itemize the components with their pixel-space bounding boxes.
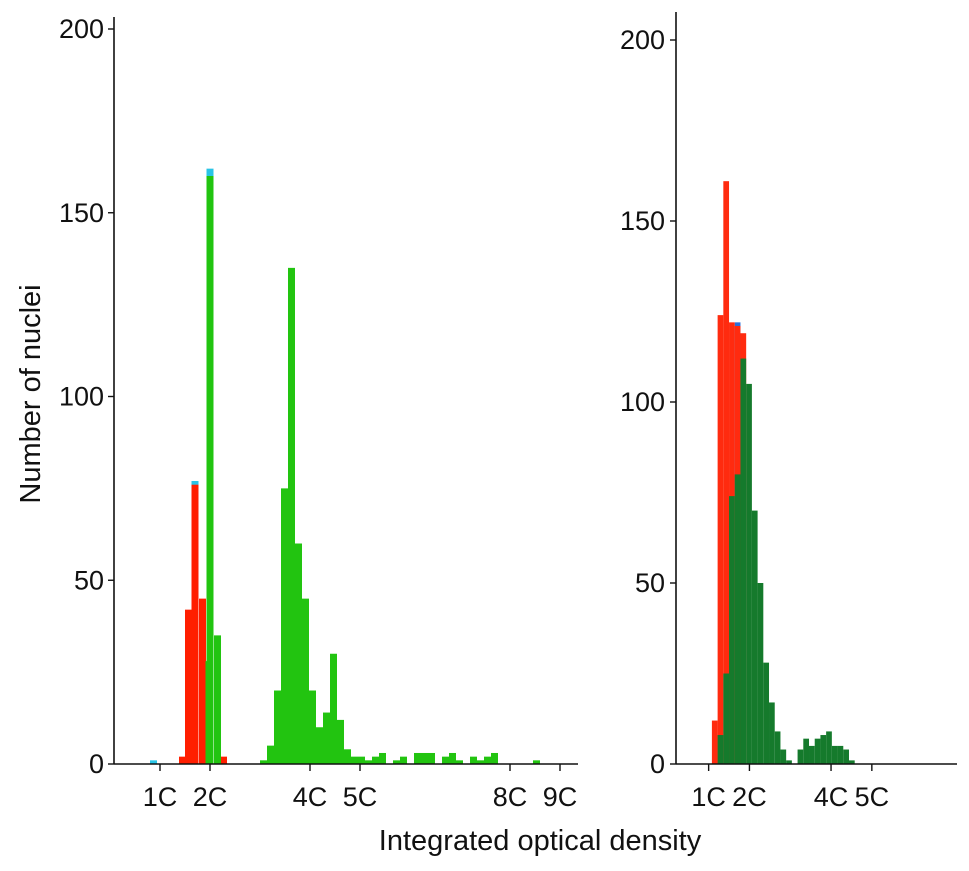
bar-green-32 (491, 752, 498, 764)
right-histogram-panel: 0 50 100 150 200 1C 2C 4C 5C (620, 12, 957, 812)
bar-darkgreen-7 (757, 583, 764, 764)
y-tick-label: 150 (59, 198, 104, 228)
bar-darkgreen-22 (848, 760, 855, 764)
bar-red-0 (711, 720, 718, 764)
bar-green-6 (281, 488, 288, 765)
bar-red-2 (191, 484, 199, 764)
bar-cyan-0 (150, 760, 157, 764)
bar-darkgreen-13 (797, 749, 804, 764)
y-tick-label: 200 (620, 25, 665, 55)
bar-red-2 (723, 181, 730, 764)
y-tick-label: 100 (59, 382, 104, 412)
bar-green-8 (295, 543, 302, 764)
x-tick-label: 8C (493, 782, 528, 812)
y-tick-label: 150 (620, 206, 665, 236)
bar-darkgreen-14 (803, 738, 810, 764)
x-tick-label: 1C (691, 782, 726, 812)
bar-green-26 (442, 756, 449, 764)
bar-green-18 (365, 760, 372, 764)
bar-green-4 (267, 745, 274, 765)
x-tick-label: 4C (293, 782, 328, 812)
bar-green-19 (372, 756, 379, 764)
bar-green-13 (330, 653, 337, 764)
bar-red-4 (220, 756, 227, 764)
bar-darkgreen-0 (717, 735, 724, 764)
bar-darkgreen-18 (826, 731, 832, 764)
bar-green-20 (379, 752, 386, 764)
bar-darkgreen-1 (723, 673, 730, 764)
bar-darkgreen-11 (780, 749, 787, 764)
bar-green-10 (309, 690, 316, 764)
bar-green-9 (302, 598, 309, 765)
y-tick-label: 100 (620, 387, 665, 417)
bar-darkgreen-8 (763, 662, 770, 764)
bar-green-1 (206, 176, 214, 764)
bar-red-0 (179, 756, 186, 764)
bar-darkgreen-2 (729, 496, 735, 764)
x-tick-label: 5C (343, 782, 378, 812)
bar-green-17 (358, 756, 365, 764)
bar-darkgreen-19 (831, 745, 838, 764)
bar-darkgreen-3 (734, 474, 741, 764)
bar-green-28 (456, 760, 463, 764)
bar-red-1 (185, 609, 192, 764)
bar-green-14 (337, 719, 344, 764)
y-axis-title: Number of nuclei (15, 284, 47, 503)
x-tick-label: 1C (143, 782, 178, 812)
bar-green-23 (414, 752, 421, 764)
y-tick-label: 50 (635, 568, 665, 598)
bar-green-33 (533, 760, 540, 764)
y-tick-label: 0 (89, 749, 104, 779)
bar-green-7 (288, 267, 295, 764)
x-tick-label: 4C (814, 782, 849, 812)
bar-green-25 (428, 752, 435, 764)
bar-green-30 (477, 760, 484, 764)
y-tick-label: 0 (650, 749, 665, 779)
x-tick-label: 2C (193, 782, 228, 812)
bar-darkgreen-10 (774, 731, 781, 764)
x-tick-label: 9C (543, 782, 578, 812)
x-tick-label: 5C (855, 782, 890, 812)
bar-red-1 (717, 315, 724, 764)
y-tick-label: 50 (74, 565, 104, 595)
bar-green-21 (393, 760, 400, 764)
x-axis-title: Integrated optical density (379, 825, 702, 857)
x-tick-label: 2C (732, 782, 767, 812)
left-histogram-panel: 0 50 100 150 200 1C 2C 4C 5C 8C 9C (59, 14, 578, 812)
y-tick-label: 200 (59, 14, 104, 44)
bar-darkgreen-9 (769, 702, 775, 764)
bar-green-29 (470, 756, 477, 764)
bar-green-15 (344, 749, 351, 764)
bar-darkgreen-12 (786, 760, 792, 764)
bar-darkgreen-21 (843, 749, 849, 764)
bar-darkgreen-15 (809, 745, 815, 764)
bar-green-12 (323, 712, 330, 764)
bar-darkgreen-16 (814, 738, 821, 764)
bar-green-27 (449, 752, 456, 764)
bar-green-11 (316, 727, 323, 764)
bar-darkgreen-17 (820, 735, 827, 764)
bar-green-5 (274, 690, 281, 764)
bar-darkgreen-6 (751, 510, 758, 764)
bar-green-22 (400, 756, 407, 764)
bar-darkgreen-4 (740, 358, 747, 764)
bar-green-31 (484, 756, 491, 764)
bar-darkgreen-5 (746, 383, 752, 764)
bar-green-24 (421, 752, 428, 764)
bar-darkgreen-20 (837, 745, 844, 764)
bar-green-16 (351, 756, 358, 764)
bar-green-2 (214, 635, 221, 765)
bar-red-3 (199, 598, 206, 765)
bar-green-3 (260, 760, 267, 764)
